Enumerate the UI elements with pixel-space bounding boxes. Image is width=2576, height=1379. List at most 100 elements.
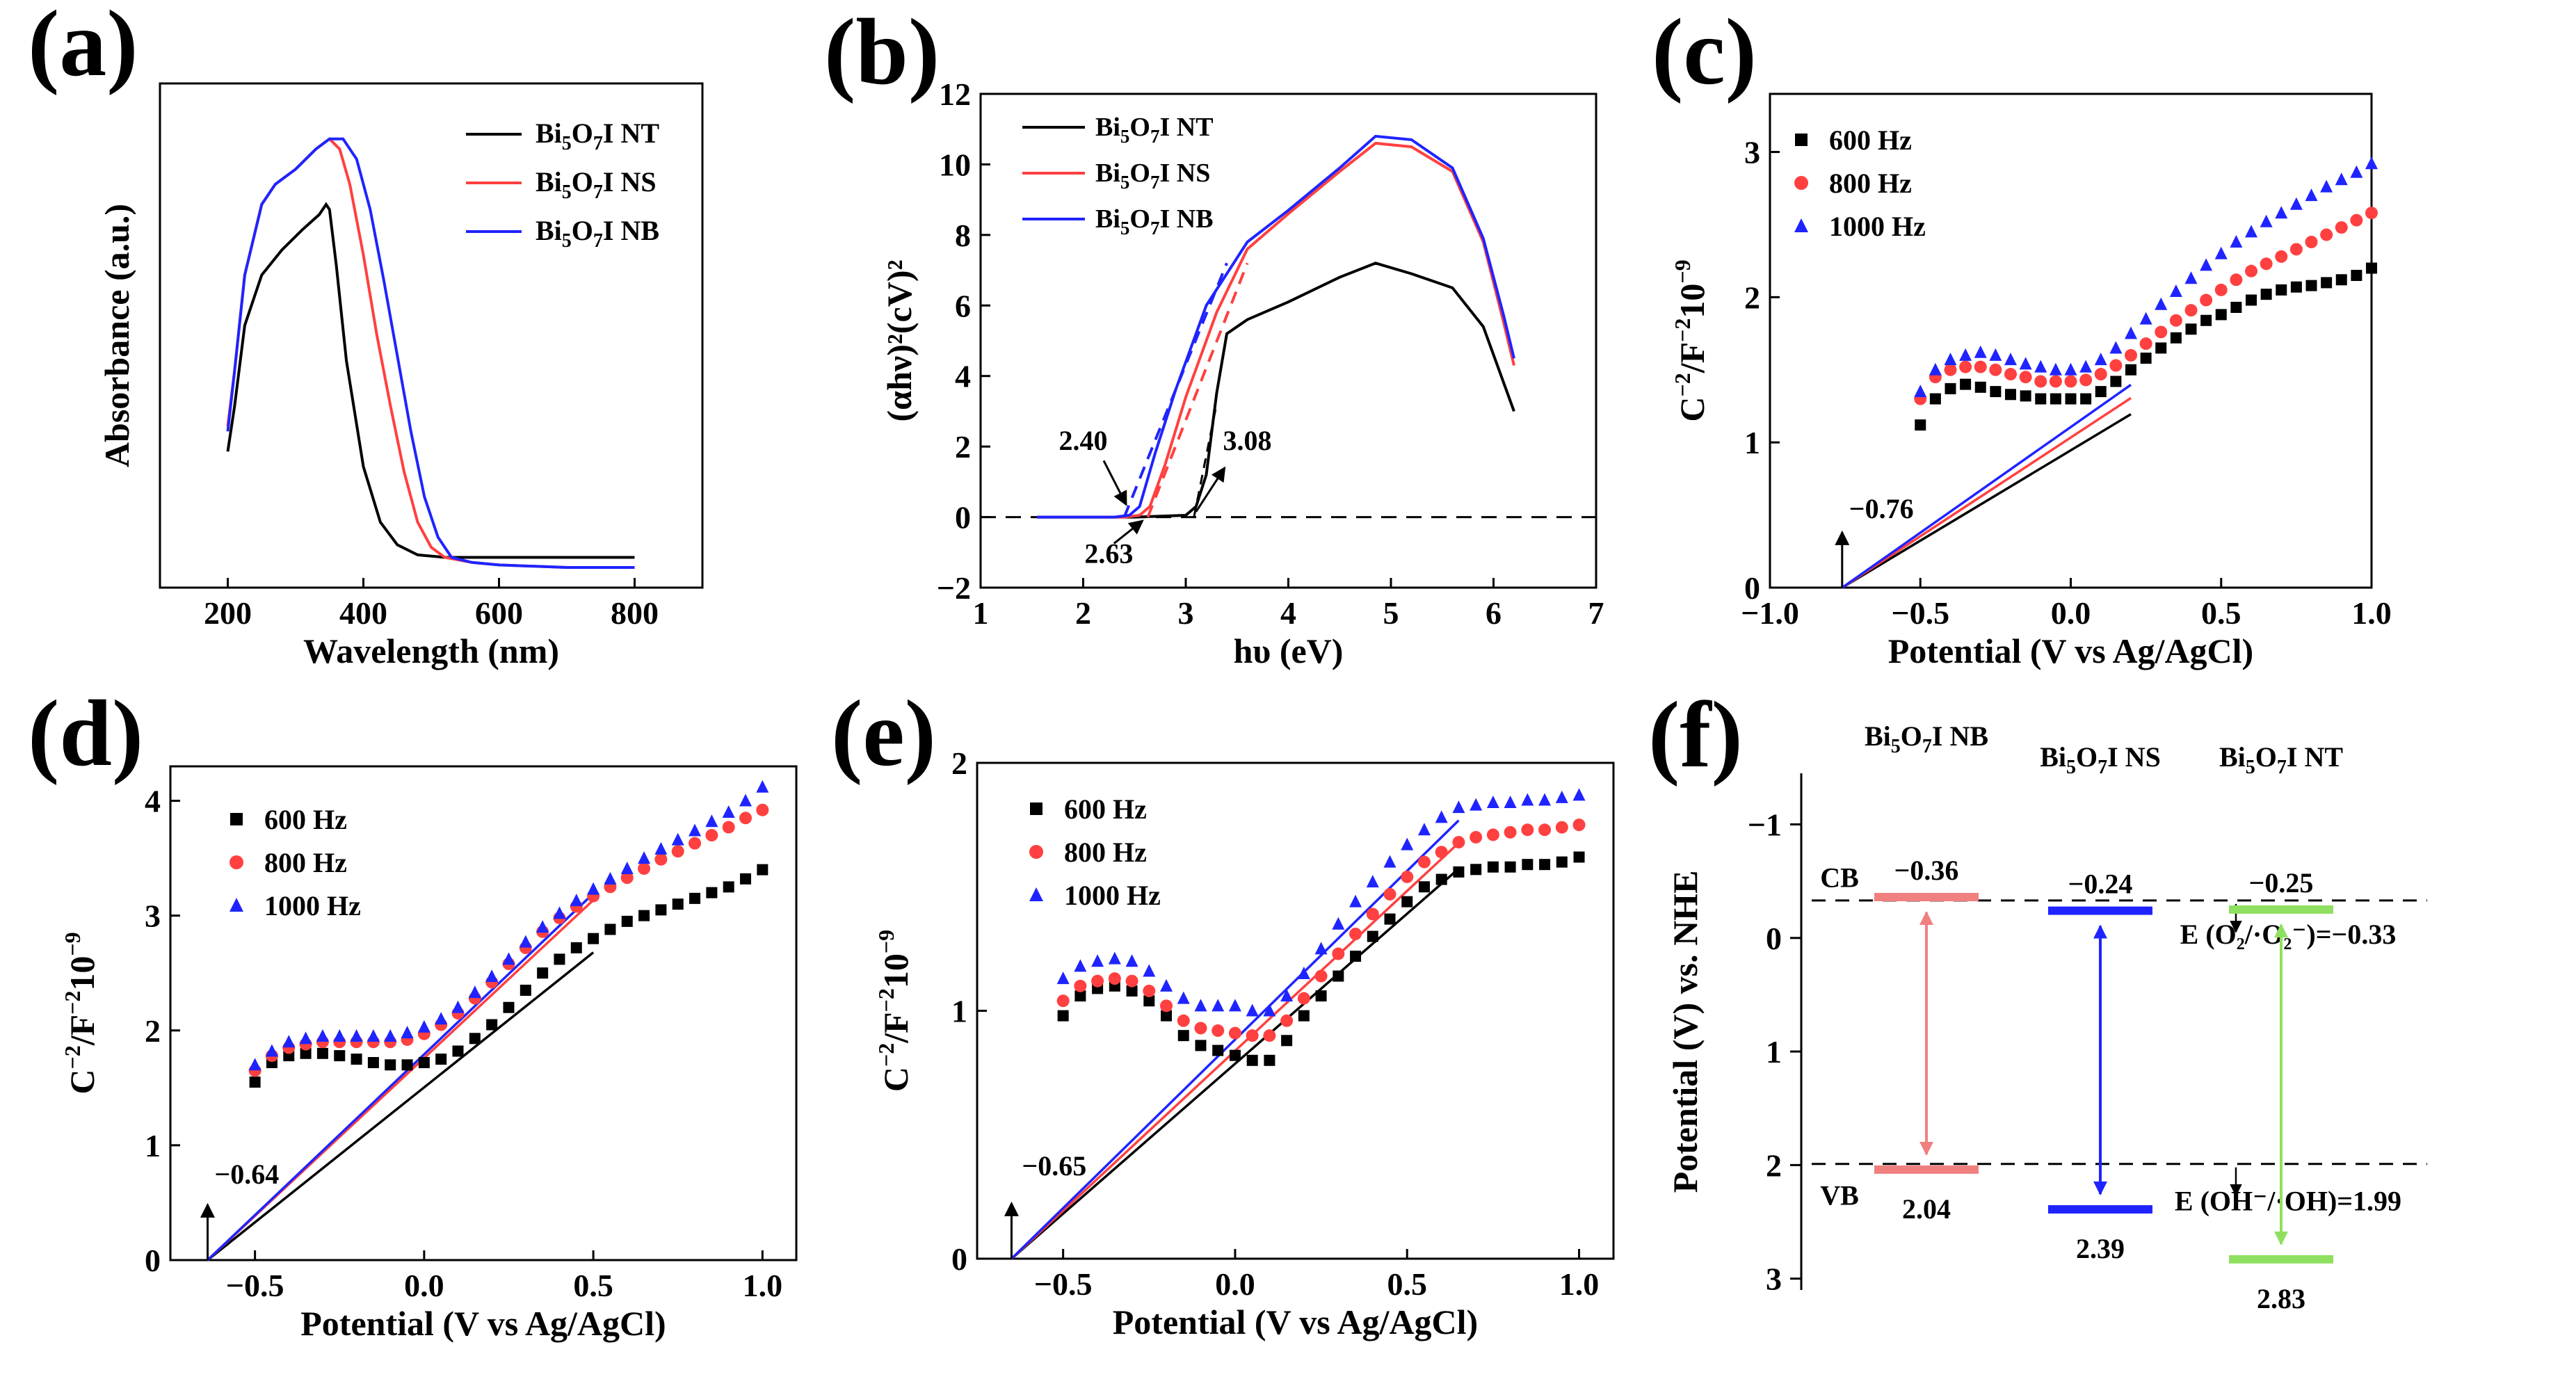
x-tick-label: −0.5 (1034, 1266, 1093, 1302)
triangle-marker (1974, 345, 1987, 358)
x-tick-label: 2 (1075, 595, 1091, 631)
triangle-marker (1125, 954, 1138, 967)
arrow (1113, 519, 1144, 545)
arrow (1102, 460, 1127, 506)
circle-marker (2245, 264, 2257, 277)
triangle-marker (1555, 790, 1568, 803)
square-marker (689, 892, 701, 904)
cb-band (2048, 906, 2152, 915)
legend-label: Bi5O7I NS (536, 166, 657, 203)
triangle-marker (1470, 798, 1483, 811)
square-marker (2290, 281, 2302, 293)
arrow (1195, 466, 1226, 513)
circle-marker (671, 845, 684, 858)
triangle-marker (1246, 1003, 1259, 1017)
circle-marker (756, 803, 769, 816)
legend-square-marker (230, 813, 243, 825)
vb-band (2229, 1255, 2333, 1264)
circle-marker (2184, 304, 2198, 317)
circle-marker (1521, 823, 1534, 837)
x-axis-label: Potential (V vs Ag/AgCl) (300, 1304, 666, 1343)
legend-label: 600 Hz (1064, 793, 1147, 825)
triangle-marker (1504, 796, 1517, 809)
y-tick-label: 3 (1744, 135, 1760, 170)
material-label: Bi5O7I NB (1865, 720, 1988, 757)
plot-frame (169, 765, 798, 1261)
square-marker (1556, 856, 1568, 868)
circle-marker (654, 853, 668, 866)
triangle-marker (570, 894, 583, 907)
square-marker (604, 924, 616, 935)
panel-e: (e) −0.5 0.0 0.5 1.0 0 1 2 Potential (V vs Ag/Ag… (831, 682, 1615, 1341)
legend-circle-marker (1794, 176, 1808, 190)
square-marker (1074, 990, 1086, 1002)
square-marker (351, 1054, 362, 1065)
legend-circle-marker (230, 855, 243, 869)
square-marker (1990, 386, 2002, 398)
triangle-marker (248, 1058, 261, 1071)
y-tick-label: 0 (145, 1243, 161, 1278)
x-axis-label: Wavelength (nm) (303, 631, 559, 670)
triangle-marker (2275, 206, 2288, 219)
square-marker (1195, 1040, 1207, 1051)
vb-value: 2.83 (2257, 1283, 2305, 1314)
triangle-marker (2230, 235, 2243, 248)
series-line (1037, 261, 1515, 519)
circle-marker (2320, 228, 2333, 241)
y-axis-label: (αhν)²(cV)² (880, 260, 919, 422)
circle-marker (1486, 828, 1499, 841)
square-marker (1367, 930, 1378, 942)
square-marker (520, 984, 531, 996)
triangle-marker (1929, 362, 1942, 376)
triangle-marker (1056, 971, 1070, 985)
panel-label: (d) (28, 682, 143, 786)
y-tick-label: 12 (939, 76, 971, 112)
y-tick-label: 10 (939, 147, 971, 182)
square-marker (1573, 851, 1585, 863)
square-marker (588, 933, 599, 944)
y-axis-label: C−2/F−210−9 (874, 930, 915, 1092)
y-tick-label: 2 (955, 429, 971, 465)
triangle-marker (2200, 258, 2213, 271)
panel-label: (e) (831, 682, 936, 786)
circle-marker (1280, 1014, 1294, 1027)
triangle-marker (1366, 875, 1379, 888)
square-marker (1298, 1010, 1310, 1022)
square-marker (1281, 1035, 1293, 1047)
x-tick-label: 0.0 (404, 1268, 444, 1303)
legend-label: Bi5O7I NS (1095, 159, 1210, 193)
y-tick-label: 0 (1744, 570, 1760, 606)
y-tick-label: 0 (955, 500, 971, 535)
circle-marker (1989, 363, 2002, 376)
material-label: Bi5O7I NT (2219, 741, 2343, 778)
y-axis-label: Potential (V) vs. NHE (1666, 871, 1705, 1193)
triangle-marker (604, 871, 617, 885)
triangle-marker (265, 1044, 278, 1057)
x-tick-label: 800 (611, 595, 659, 631)
triangle-marker (2064, 362, 2077, 376)
circle-marker (1177, 1014, 1190, 1027)
triangle-marker (705, 814, 718, 828)
square-marker (1915, 419, 1926, 431)
square-marker (2276, 284, 2287, 296)
circle-marker (2004, 368, 2017, 381)
triangle-marker (722, 805, 735, 818)
square-marker (2351, 270, 2362, 282)
series-line (226, 202, 635, 559)
triangle-marker (2034, 360, 2047, 373)
circle-marker (1366, 908, 1379, 921)
y-tick-label: 6 (955, 288, 971, 323)
fit-line (1841, 383, 2132, 589)
y-tick-label: 2 (145, 1013, 161, 1049)
triangle-marker (1297, 967, 1310, 980)
triangle-marker (739, 793, 752, 807)
circle-marker (1383, 887, 1396, 901)
square-marker (1974, 381, 1986, 393)
triangle-marker (350, 1029, 363, 1042)
panel-a: (a) 200 400 600 800 Wavelength (nm) Absorbance… (28, 0, 704, 670)
x-tick-label: 1.0 (1559, 1266, 1600, 1302)
triangle-marker (2139, 312, 2152, 325)
circle-marker (1125, 974, 1138, 987)
bandgap-label: 2.40 (1059, 425, 1108, 456)
